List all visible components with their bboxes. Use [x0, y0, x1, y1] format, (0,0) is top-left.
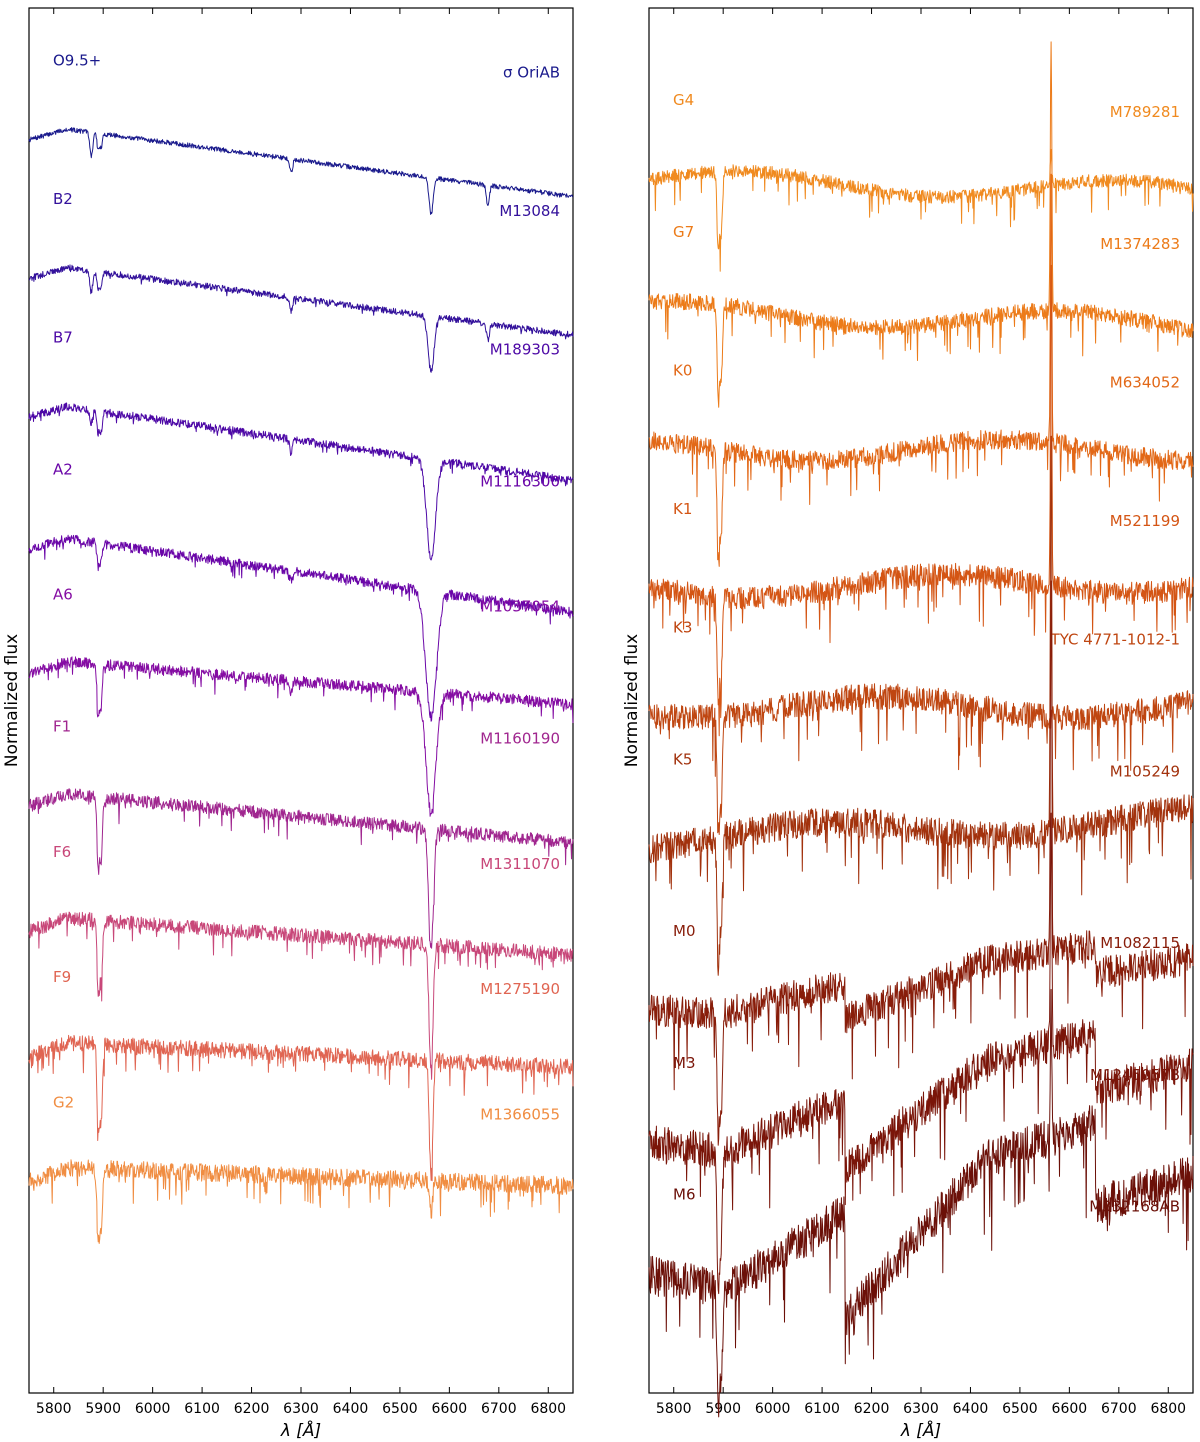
spectral-type-label: G4 — [673, 91, 694, 109]
star-name-label: M1037054 — [480, 598, 560, 616]
x-tick-label: 5800 — [656, 1401, 692, 1417]
spectrum-line — [648, 173, 1194, 567]
x-tick-label: 6600 — [1052, 1401, 1088, 1417]
spectral-type-label: G7 — [673, 223, 694, 241]
x-tick-label: 6500 — [382, 1401, 418, 1417]
x-tick-label: 6600 — [432, 1401, 468, 1417]
spectral-type-label: B7 — [53, 328, 73, 346]
star-name-label: M1245057B — [1090, 1066, 1180, 1084]
star-name-label: M332168AB — [1089, 1198, 1180, 1216]
spectral-type-label: M0 — [673, 922, 696, 940]
y-axis-label: Normalized flux — [622, 634, 642, 767]
spectral-type-label: M3 — [673, 1054, 696, 1072]
spectrum-line — [28, 911, 574, 1080]
spectral-type-label: K3 — [673, 619, 692, 637]
x-tick-label: 6000 — [755, 1401, 791, 1417]
x-tick-label: 6700 — [1101, 1401, 1137, 1417]
spectrum-line — [648, 580, 1194, 1146]
star-name-label: M1160190 — [480, 729, 560, 747]
spectral-type-label: K0 — [673, 361, 692, 379]
x-axis-label: λ [Å] — [280, 1419, 321, 1441]
left-panel: 5800 5900 6000 6100 6200 6300 6400 6500 6600 6700… — [2, 7, 574, 1441]
star-name-label: M1366055 — [480, 1105, 560, 1123]
spectrum-line — [648, 264, 1194, 737]
spectrum-line — [28, 788, 574, 949]
right-panel: 5800 5900 6000 6100 6200 6300 6400 6500 6600 6700… — [622, 7, 1194, 1441]
spectrum-line — [648, 41, 1194, 408]
x-tick-label: 6000 — [135, 1401, 171, 1417]
spectral-type-label: K5 — [673, 750, 692, 768]
star-name-label: M1082115 — [1100, 934, 1180, 952]
star-name-label: M789281 — [1110, 103, 1180, 121]
x-tick-label: 6700 — [481, 1401, 517, 1417]
y-axis-label: Normalized flux — [2, 634, 22, 767]
x-tick-label: 5900 — [705, 1401, 741, 1417]
spectral-type-label: F9 — [53, 968, 71, 986]
spectrum-line — [28, 1034, 574, 1182]
spectral-type-label: F6 — [53, 843, 71, 861]
spectral-type-label: F1 — [53, 717, 71, 735]
star-name-label: M521199 — [1110, 512, 1180, 530]
star-name-label: M1275190 — [480, 980, 560, 998]
x-tick-label: 6400 — [333, 1401, 369, 1417]
spectral-type-label: A6 — [53, 586, 73, 604]
star-name-label: M189303 — [490, 340, 560, 358]
spectrum-line — [648, 989, 1194, 1418]
spectrum-line — [28, 656, 574, 817]
spectrum-line — [648, 812, 1194, 1295]
x-tick-label: 6200 — [234, 1401, 270, 1417]
spectrum-line — [648, 149, 1194, 272]
x-axis-label: λ [Å] — [900, 1419, 941, 1441]
x-tick-label: 5900 — [85, 1401, 121, 1417]
x-tick-label: 6300 — [283, 1401, 319, 1417]
spectral-type-label: M6 — [673, 1186, 696, 1204]
x-tick-label: 6300 — [903, 1401, 939, 1417]
star-name-label: M1311070 — [480, 855, 560, 873]
x-tick-label: 6400 — [953, 1401, 989, 1417]
star-name-label: TYC 4771-1012-1 — [1050, 631, 1180, 649]
spectrum-line — [28, 1159, 574, 1244]
x-tick-label: 6100 — [804, 1401, 840, 1417]
spectral-type-label: K1 — [673, 500, 692, 518]
star-name-label: M13084 — [499, 202, 560, 220]
spectrum-line — [28, 534, 574, 722]
spectrum-line — [28, 402, 574, 561]
spectral-type-label: G2 — [53, 1093, 74, 1111]
spectrum-line — [648, 683, 1194, 835]
star-name-label: M1374283 — [1100, 235, 1180, 253]
x-tick-label: 6800 — [530, 1401, 566, 1417]
x-tick-label: 6500 — [1002, 1401, 1038, 1417]
x-tick-label: 6200 — [854, 1401, 890, 1417]
spectral-type-label: A2 — [53, 460, 73, 478]
spectrum-line — [28, 264, 574, 373]
spectrum-line — [648, 435, 1194, 976]
star-name-label: M634052 — [1110, 373, 1180, 391]
star-name-label: M105249 — [1110, 762, 1180, 780]
spectrum-line — [28, 127, 574, 215]
x-tick-label: 5800 — [36, 1401, 72, 1417]
x-tick-label: 6800 — [1150, 1401, 1186, 1417]
star-name-label: σ OriAB — [503, 63, 560, 81]
spectral-type-label: B2 — [53, 190, 73, 208]
spectral-type-label: O9.5+ — [53, 51, 101, 69]
x-tick-label: 6100 — [184, 1401, 220, 1417]
star-name-label: M1116300 — [480, 472, 560, 490]
